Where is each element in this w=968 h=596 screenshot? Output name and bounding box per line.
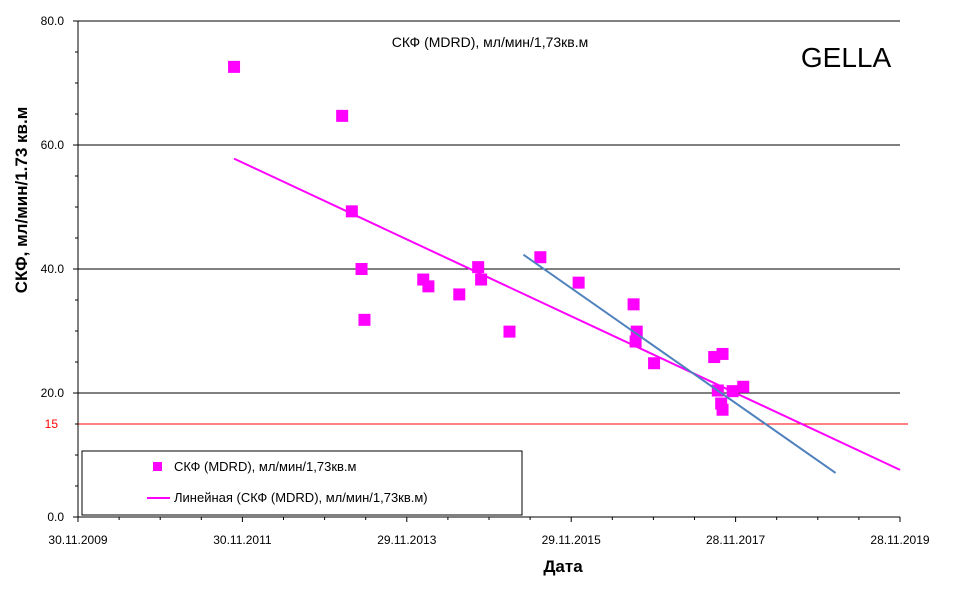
chart-title: СКФ (MDRD), мл/мин/1,73кв.м xyxy=(392,34,589,50)
data-point-13 xyxy=(627,298,640,311)
y-tick-label: 20.0 xyxy=(41,386,65,400)
series-layer xyxy=(228,60,901,474)
x-tick-label: 29.11.2013 xyxy=(377,533,436,547)
trendline-1 xyxy=(233,157,901,471)
data-point-8 xyxy=(472,261,485,274)
x-tick-label: 30.11.2011 xyxy=(213,533,272,547)
y-tick-label: 40.0 xyxy=(41,262,65,276)
grid-layer xyxy=(78,20,908,425)
legend-marker-points xyxy=(153,462,162,471)
y-tick-label: 60.0 xyxy=(41,138,65,152)
axes-layer: 15 0.0 20.0 40.0 60.0 80.0 30.11.2009 30.11.201… xyxy=(41,14,930,547)
data-point-4 xyxy=(358,313,371,326)
x-tick-label: 30.11.2009 xyxy=(48,533,107,547)
legend-label-points: СКФ (MDRD), мл/мин/1,73кв.м xyxy=(174,459,357,474)
data-point-10 xyxy=(503,325,516,338)
legend-frame xyxy=(81,450,523,516)
data-point-23 xyxy=(737,380,750,393)
data-point-11 xyxy=(534,251,547,264)
data-point-7 xyxy=(453,288,466,301)
data-point-6 xyxy=(422,280,435,293)
data-point-14 xyxy=(630,325,643,338)
data-point-0 xyxy=(228,60,241,73)
data-point-19 xyxy=(716,347,729,360)
watermark-gella: GELLA xyxy=(801,42,892,73)
x-tick-label: 28.11.2019 xyxy=(870,533,929,547)
trendline-2 xyxy=(522,253,837,474)
legend-label-trend: Линейная (СКФ (MDRD), мл/мин/1,73кв.м) xyxy=(174,490,428,505)
x-axis-label: Дата xyxy=(543,557,583,576)
legend: СКФ (MDRD), мл/мин/1,73кв.м Линейная (СК… xyxy=(81,450,523,516)
threshold-label: 15 xyxy=(45,417,59,431)
data-point-21 xyxy=(716,403,729,416)
x-tick-label: 29.11.2015 xyxy=(542,533,601,547)
data-point-16 xyxy=(648,357,661,370)
data-point-12 xyxy=(572,276,585,289)
y-tick-label: 0.0 xyxy=(47,510,64,524)
data-point-1 xyxy=(336,109,349,122)
y-axis-label: СКФ, мл/мин/1.73 кв.м xyxy=(12,107,31,294)
y-tick-label: 80.0 xyxy=(41,14,65,28)
data-point-3 xyxy=(355,263,368,275)
x-tick-label: 28.11.2017 xyxy=(706,533,765,547)
